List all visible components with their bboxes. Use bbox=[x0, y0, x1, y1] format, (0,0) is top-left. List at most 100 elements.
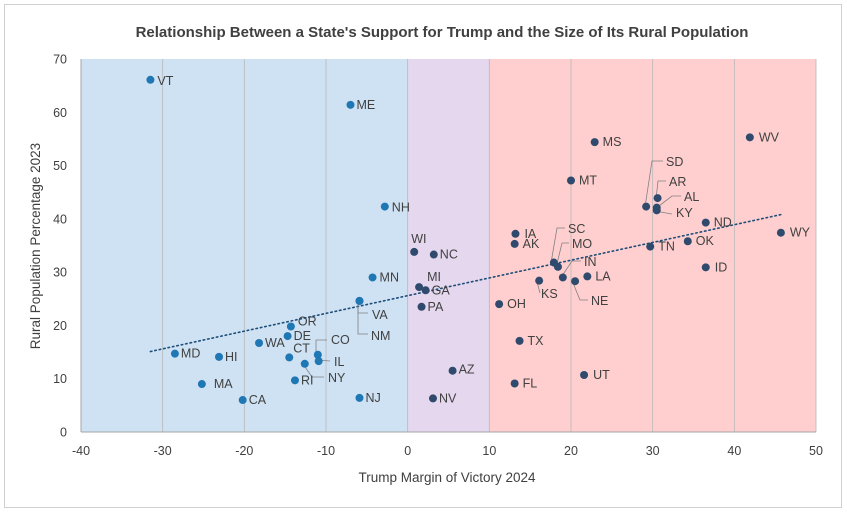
point-nh bbox=[380, 202, 389, 211]
leader-nm bbox=[357, 300, 368, 335]
point-label-ms: MS bbox=[603, 135, 622, 149]
point-label-la: LA bbox=[595, 269, 611, 283]
point-ms bbox=[590, 138, 599, 147]
point-label-sd: SD bbox=[666, 155, 683, 169]
x-tick-label: -20 bbox=[235, 444, 253, 458]
point-oh bbox=[495, 300, 504, 309]
y-tick-label: 10 bbox=[53, 372, 67, 386]
point-label-nj: NJ bbox=[365, 391, 380, 405]
point-label-mt: MT bbox=[579, 173, 597, 187]
x-tick-label: 0 bbox=[404, 444, 411, 458]
point-label-mi: MI bbox=[427, 270, 441, 284]
point-label-ne: NE bbox=[591, 294, 608, 308]
point-label-ks: KS bbox=[541, 287, 558, 301]
point-label-il: IL bbox=[334, 355, 344, 369]
point-de bbox=[283, 332, 292, 341]
x-tick-label: 40 bbox=[727, 444, 741, 458]
x-tick-label: -10 bbox=[317, 444, 335, 458]
point-label-mn: MN bbox=[380, 270, 399, 284]
point-md bbox=[170, 349, 179, 358]
point-co bbox=[313, 350, 322, 359]
point-nc bbox=[429, 250, 438, 259]
y-tick-label: 50 bbox=[53, 159, 67, 173]
point-label-nc: NC bbox=[440, 248, 458, 262]
point-id bbox=[701, 263, 710, 272]
point-label-or: OR bbox=[298, 314, 317, 328]
y-tick-label: 30 bbox=[53, 266, 67, 280]
point-ca bbox=[238, 396, 247, 405]
point-wi bbox=[410, 247, 419, 256]
point-ga bbox=[421, 286, 430, 295]
point-mo bbox=[553, 262, 562, 271]
point-label-ny: NY bbox=[328, 371, 346, 385]
point-label-pa: PA bbox=[428, 300, 444, 314]
point-label-ct: CT bbox=[293, 341, 310, 355]
point-label-vt: VT bbox=[157, 74, 173, 88]
point-ia bbox=[511, 229, 520, 238]
y-tick-label: 40 bbox=[53, 212, 67, 226]
point-label-de: DE bbox=[294, 329, 311, 343]
x-tick-label: 50 bbox=[809, 444, 823, 458]
point-tx bbox=[515, 336, 524, 345]
point-mn bbox=[368, 273, 377, 282]
point-mt bbox=[567, 176, 575, 185]
y-tick-label: 20 bbox=[53, 319, 67, 333]
x-tick-label: -40 bbox=[72, 444, 90, 458]
leader-sc bbox=[550, 227, 565, 264]
point-label-wv: WV bbox=[759, 130, 780, 144]
point-ri bbox=[290, 376, 299, 385]
x-tick-label: -30 bbox=[154, 444, 172, 458]
point-fl bbox=[510, 379, 519, 388]
y-tick-label: 0 bbox=[60, 426, 67, 440]
point-label-ar: AR bbox=[669, 175, 686, 189]
point-label-ri: RI bbox=[301, 373, 314, 387]
point-pa bbox=[417, 302, 426, 311]
point-label-co: CO bbox=[331, 333, 350, 347]
point-wy bbox=[776, 228, 785, 237]
point-hi bbox=[215, 352, 224, 361]
tick-labels: -40 -30 -20 -10 0 10 20 30 40 50 0 10 20 30 40 50 60 70 bbox=[53, 53, 823, 459]
point-ny bbox=[300, 359, 309, 368]
point-label-tx: TX bbox=[528, 334, 545, 348]
point-label-oh: OH bbox=[507, 297, 526, 311]
leader-co bbox=[315, 339, 327, 356]
point-label-nd: ND bbox=[714, 216, 732, 230]
point-label-ca: CA bbox=[249, 393, 267, 407]
point-ky bbox=[652, 206, 661, 215]
point-nd bbox=[701, 218, 710, 227]
band-1 bbox=[407, 59, 490, 432]
leader-sd bbox=[644, 160, 663, 208]
chart-title: Relationship Between a State's Support f… bbox=[136, 24, 749, 41]
x-tick-label: 20 bbox=[564, 444, 578, 458]
point-sd bbox=[642, 202, 651, 211]
point-ks bbox=[535, 276, 544, 285]
point-label-ut: UT bbox=[593, 368, 610, 382]
x-tick-label: 30 bbox=[646, 444, 660, 458]
point-label-nm: NM bbox=[371, 329, 390, 343]
point-label-wa: WA bbox=[265, 336, 285, 350]
point-ok bbox=[683, 237, 692, 246]
point-ut bbox=[580, 370, 589, 379]
point-label-wy: WY bbox=[790, 226, 811, 240]
point-label-nh: NH bbox=[392, 201, 410, 215]
leader-ne bbox=[572, 282, 588, 301]
point-label-in: IN bbox=[584, 255, 597, 269]
point-vt bbox=[146, 75, 155, 84]
point-label-ak: AK bbox=[523, 237, 540, 251]
point-wv bbox=[745, 133, 754, 142]
point-label-ma: MA bbox=[214, 377, 233, 391]
point-me bbox=[346, 100, 355, 109]
point-tn bbox=[646, 242, 655, 251]
point-label-wi: WI bbox=[411, 232, 426, 246]
point-ma bbox=[197, 380, 206, 389]
point-il bbox=[314, 357, 323, 366]
point-label-mo: MO bbox=[572, 237, 592, 251]
point-label-ok: OK bbox=[696, 234, 715, 248]
leader-ar bbox=[655, 180, 666, 200]
y-tick-label: 70 bbox=[53, 53, 67, 67]
point-nj bbox=[355, 393, 364, 402]
x-axis-title: Trump Margin of Victory 2024 bbox=[358, 470, 536, 485]
point-or bbox=[286, 322, 295, 331]
trendline-group bbox=[149, 213, 782, 353]
